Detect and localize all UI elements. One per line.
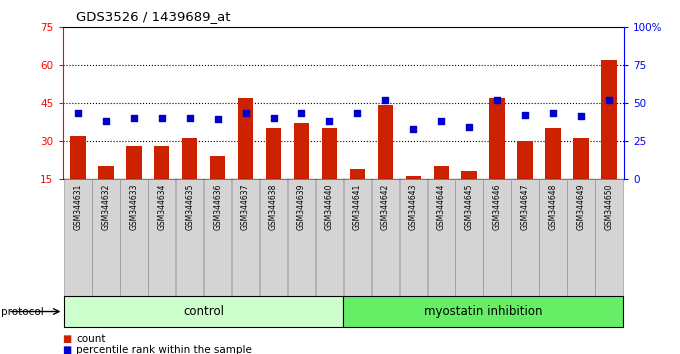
Text: GSM344644: GSM344644 bbox=[437, 183, 445, 230]
Point bbox=[380, 97, 391, 102]
Bar bbox=[232, 179, 259, 296]
Text: GSM344648: GSM344648 bbox=[549, 183, 558, 230]
Text: protocol: protocol bbox=[1, 307, 44, 316]
Point bbox=[268, 115, 279, 121]
Bar bbox=[322, 128, 337, 179]
Point bbox=[520, 112, 530, 118]
Bar bbox=[462, 171, 477, 179]
Point bbox=[296, 110, 307, 116]
Text: GSM344638: GSM344638 bbox=[269, 183, 278, 230]
Bar bbox=[539, 179, 566, 296]
Point bbox=[464, 124, 475, 130]
Bar bbox=[573, 138, 589, 179]
Bar bbox=[182, 138, 197, 179]
Bar bbox=[372, 179, 399, 296]
Text: GSM344649: GSM344649 bbox=[577, 183, 585, 230]
Text: GSM344643: GSM344643 bbox=[409, 183, 418, 230]
Text: GSM344634: GSM344634 bbox=[157, 183, 167, 230]
Bar bbox=[98, 166, 114, 179]
Text: ■: ■ bbox=[63, 346, 72, 354]
Bar bbox=[567, 179, 594, 296]
Bar bbox=[400, 179, 427, 296]
Point bbox=[603, 97, 614, 102]
Bar bbox=[294, 123, 309, 179]
Bar bbox=[545, 128, 561, 179]
Point bbox=[240, 110, 251, 116]
Bar bbox=[517, 141, 532, 179]
Point bbox=[352, 110, 363, 116]
Bar bbox=[266, 128, 282, 179]
Bar bbox=[176, 179, 203, 296]
Text: GSM344631: GSM344631 bbox=[73, 183, 82, 230]
Bar bbox=[595, 179, 623, 296]
Bar bbox=[126, 146, 141, 179]
Bar bbox=[120, 179, 148, 296]
Bar bbox=[204, 179, 231, 296]
Bar bbox=[343, 179, 371, 296]
Text: control: control bbox=[183, 305, 224, 318]
Point bbox=[101, 118, 112, 124]
Text: GSM344639: GSM344639 bbox=[297, 183, 306, 230]
Text: GSM344637: GSM344637 bbox=[241, 183, 250, 230]
Bar bbox=[483, 179, 511, 296]
Bar bbox=[148, 179, 175, 296]
Bar bbox=[70, 136, 86, 179]
Bar bbox=[210, 156, 225, 179]
Bar bbox=[64, 296, 343, 327]
Bar bbox=[238, 98, 253, 179]
Point bbox=[156, 115, 167, 121]
Text: GSM344640: GSM344640 bbox=[325, 183, 334, 230]
Text: GSM344633: GSM344633 bbox=[129, 183, 138, 230]
Point bbox=[184, 115, 195, 121]
Bar bbox=[601, 59, 617, 179]
Bar bbox=[405, 176, 421, 179]
Bar bbox=[456, 179, 483, 296]
Bar bbox=[343, 296, 623, 327]
Bar bbox=[350, 169, 365, 179]
Text: GSM344645: GSM344645 bbox=[464, 183, 474, 230]
Text: GSM344632: GSM344632 bbox=[101, 183, 110, 230]
Bar bbox=[288, 179, 315, 296]
Bar bbox=[154, 146, 169, 179]
Text: GSM344647: GSM344647 bbox=[520, 183, 530, 230]
Text: count: count bbox=[76, 334, 105, 344]
Bar bbox=[260, 179, 287, 296]
Bar bbox=[511, 179, 539, 296]
Text: percentile rank within the sample: percentile rank within the sample bbox=[76, 346, 252, 354]
Point bbox=[129, 115, 139, 121]
Bar bbox=[316, 179, 343, 296]
Point bbox=[408, 126, 419, 131]
Text: GSM344642: GSM344642 bbox=[381, 183, 390, 230]
Text: GSM344650: GSM344650 bbox=[605, 183, 613, 230]
Point bbox=[575, 114, 586, 119]
Point bbox=[73, 110, 84, 116]
Point bbox=[547, 110, 558, 116]
Text: GDS3526 / 1439689_at: GDS3526 / 1439689_at bbox=[76, 10, 231, 23]
Point bbox=[492, 97, 503, 102]
Text: GSM344636: GSM344636 bbox=[213, 183, 222, 230]
Bar bbox=[92, 179, 120, 296]
Text: myostatin inhibition: myostatin inhibition bbox=[424, 305, 543, 318]
Bar bbox=[377, 105, 393, 179]
Text: GSM344646: GSM344646 bbox=[492, 183, 502, 230]
Point bbox=[324, 118, 335, 124]
Bar bbox=[64, 179, 92, 296]
Point bbox=[436, 118, 447, 124]
Text: GSM344635: GSM344635 bbox=[185, 183, 194, 230]
Bar bbox=[428, 179, 455, 296]
Bar bbox=[434, 166, 449, 179]
Text: ■: ■ bbox=[63, 334, 72, 344]
Text: GSM344641: GSM344641 bbox=[353, 183, 362, 230]
Bar bbox=[490, 98, 505, 179]
Point bbox=[212, 116, 223, 122]
